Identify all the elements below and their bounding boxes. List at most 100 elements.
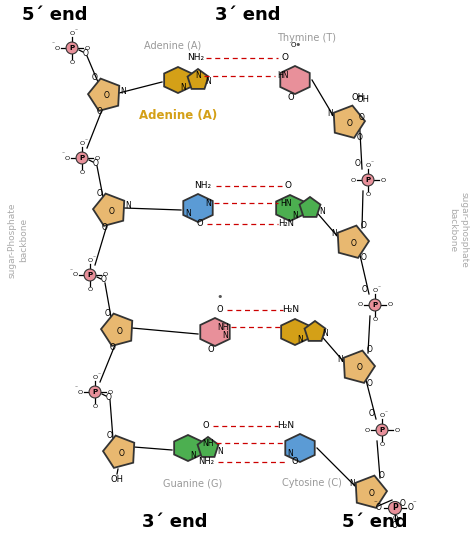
Text: N: N: [297, 335, 303, 345]
Text: ⁻: ⁻: [373, 500, 377, 506]
Polygon shape: [101, 314, 132, 346]
Text: O: O: [85, 45, 90, 51]
Text: NH₂: NH₂: [194, 181, 211, 191]
Text: P: P: [380, 427, 384, 433]
Text: N: N: [327, 110, 333, 118]
Text: O: O: [365, 163, 371, 168]
Text: O: O: [395, 428, 400, 433]
Circle shape: [76, 152, 88, 164]
Polygon shape: [93, 193, 124, 226]
Text: O: O: [92, 375, 98, 380]
Polygon shape: [103, 436, 134, 468]
Text: O: O: [77, 389, 82, 395]
Text: O: O: [106, 393, 112, 402]
Text: O: O: [104, 91, 110, 100]
Text: O: O: [284, 181, 292, 191]
Text: HN: HN: [280, 199, 292, 207]
Text: O: O: [54, 45, 59, 51]
Text: O: O: [107, 430, 113, 440]
Polygon shape: [188, 69, 209, 89]
Text: O: O: [83, 49, 89, 57]
Text: O: O: [367, 346, 373, 354]
Circle shape: [369, 299, 381, 311]
Text: O: O: [101, 275, 107, 285]
Text: N: N: [205, 199, 211, 207]
Text: NH₂: NH₂: [187, 53, 205, 63]
Text: O: O: [376, 503, 382, 512]
Text: O: O: [380, 442, 384, 447]
Text: O: O: [365, 192, 371, 197]
Text: O: O: [367, 379, 373, 388]
Text: O: O: [97, 107, 103, 117]
Text: sugar-Phosphate
backbone: sugar-Phosphate backbone: [8, 202, 28, 278]
Polygon shape: [88, 79, 119, 111]
Text: Guanine (G): Guanine (G): [164, 478, 223, 488]
Text: O: O: [80, 141, 84, 146]
Text: 3´ end: 3´ end: [142, 513, 208, 531]
Text: O: O: [197, 219, 203, 228]
Text: OH: OH: [356, 96, 370, 105]
Circle shape: [389, 502, 401, 515]
Text: 5´ end: 5´ end: [22, 6, 88, 24]
Text: O: O: [357, 133, 363, 143]
Polygon shape: [344, 350, 375, 383]
Text: ⁻: ⁻: [93, 256, 96, 261]
Text: O: O: [290, 42, 296, 48]
Text: Thymine (T): Thymine (T): [277, 33, 337, 43]
Text: O: O: [105, 308, 111, 318]
Polygon shape: [174, 435, 202, 461]
Text: ⁻: ⁻: [75, 386, 78, 391]
Text: O: O: [80, 170, 84, 175]
Text: N: N: [185, 208, 191, 218]
Text: O: O: [119, 449, 125, 457]
Text: O: O: [355, 159, 361, 168]
Text: O: O: [87, 258, 92, 263]
Text: O: O: [392, 515, 398, 521]
Text: O: O: [87, 287, 92, 292]
Text: O: O: [361, 220, 367, 230]
Text: •: •: [295, 40, 301, 50]
Text: O: O: [362, 285, 368, 294]
Polygon shape: [304, 321, 326, 341]
Text: O: O: [69, 31, 74, 36]
Text: P: P: [80, 155, 84, 161]
Text: OH: OH: [352, 92, 365, 102]
Text: N: N: [222, 332, 228, 341]
Text: N: N: [319, 206, 325, 215]
Text: O: O: [400, 498, 406, 508]
Polygon shape: [334, 106, 365, 138]
Text: O: O: [108, 389, 113, 395]
Circle shape: [66, 42, 78, 54]
Text: N: N: [331, 230, 337, 239]
Text: O: O: [361, 253, 367, 262]
Text: O: O: [373, 317, 378, 322]
Polygon shape: [338, 226, 369, 258]
Text: O: O: [369, 409, 375, 418]
Text: O: O: [347, 118, 353, 127]
Text: ⁻: ⁻: [70, 269, 73, 274]
Text: O: O: [288, 93, 294, 103]
Polygon shape: [280, 66, 310, 94]
Text: O: O: [117, 327, 123, 335]
Text: O: O: [64, 156, 69, 160]
Text: O: O: [109, 206, 115, 215]
Text: O: O: [364, 428, 369, 433]
Text: N: N: [349, 480, 355, 489]
Text: O: O: [282, 53, 289, 63]
Text: NH₂: NH₂: [198, 457, 214, 467]
Text: O: O: [379, 470, 385, 480]
Text: O: O: [92, 73, 98, 83]
Text: Adenine (A): Adenine (A): [145, 40, 201, 50]
Text: ⁻: ⁻: [85, 139, 88, 144]
Text: P: P: [92, 389, 98, 395]
Text: ⁻: ⁻: [385, 411, 388, 416]
Text: O: O: [93, 159, 99, 167]
Text: NH: NH: [202, 438, 214, 448]
Text: N: N: [322, 329, 328, 339]
Text: N: N: [337, 354, 343, 363]
Text: O: O: [380, 413, 384, 418]
Text: O: O: [351, 239, 357, 247]
Text: 5´ end: 5´ end: [342, 513, 408, 531]
Text: OH: OH: [110, 475, 124, 483]
Text: HN: HN: [277, 71, 289, 80]
